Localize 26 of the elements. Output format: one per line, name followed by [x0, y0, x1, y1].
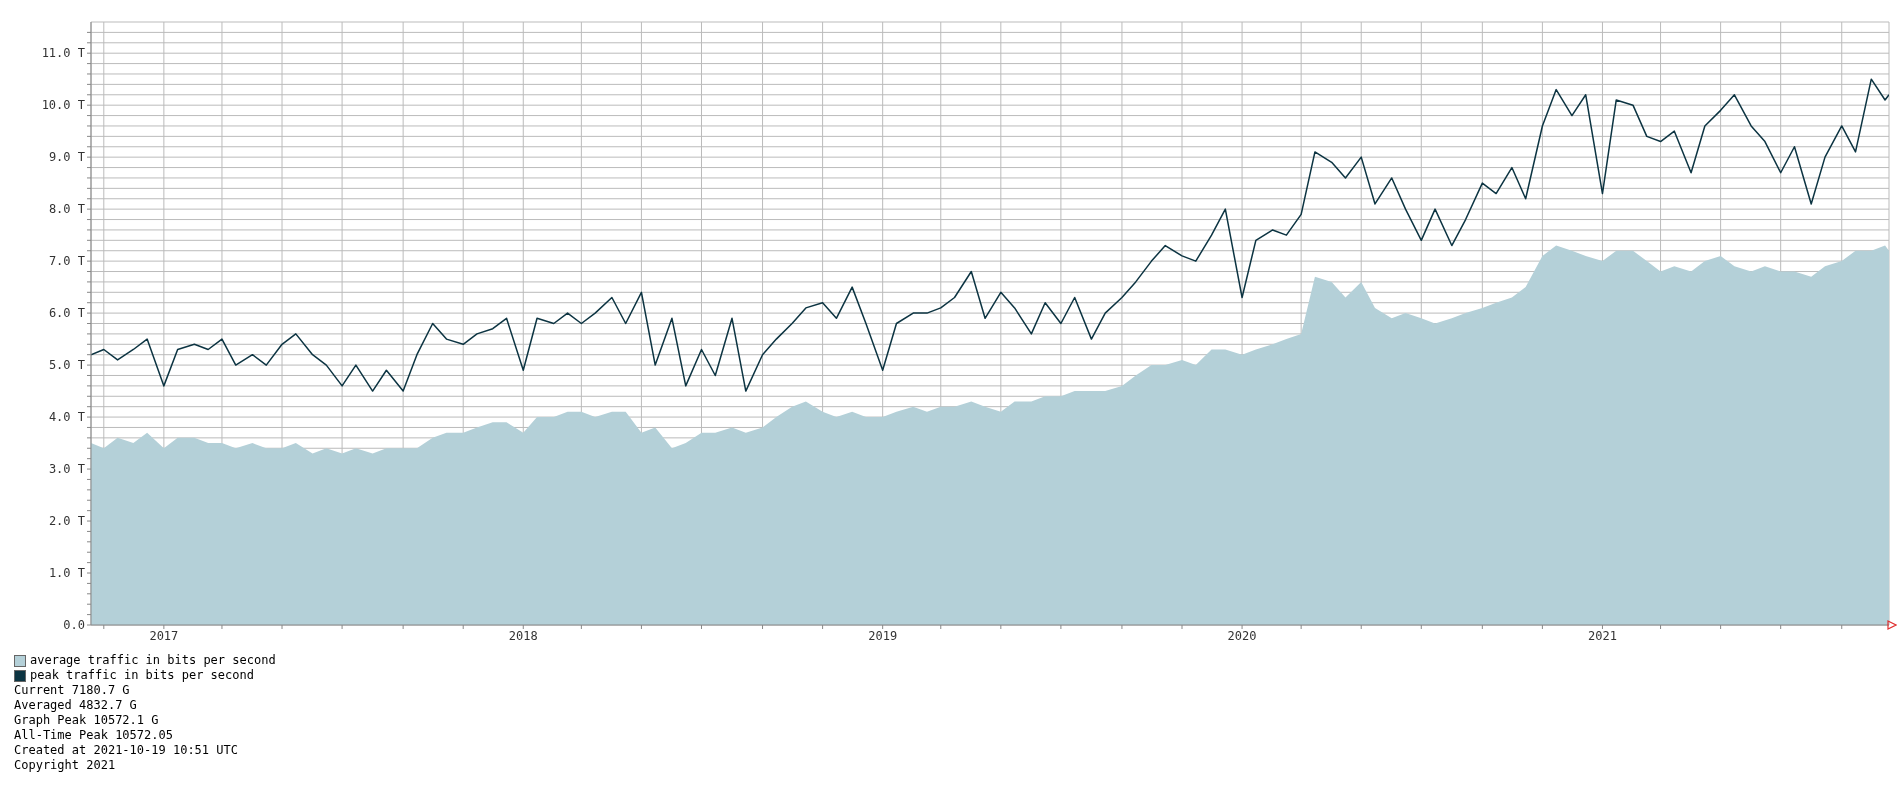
- legend-label: peak traffic in bits per second: [30, 668, 254, 683]
- x-tick-label: 2020: [1227, 628, 1257, 643]
- text: Current 7180.7 G: [14, 683, 131, 698]
- text: Graph Peak 10572.1 G: [14, 713, 160, 728]
- text: Created at 2021-10-19 10:51 UTC: [14, 743, 239, 758]
- y-tick-label: 4.0 T: [48, 410, 85, 425]
- y-tick-label: 3.0 T: [48, 462, 85, 477]
- y-tick-label: 1.0 T: [48, 566, 85, 581]
- x-tick-label: 2018: [508, 628, 538, 643]
- x-tick-label: 2017: [149, 628, 179, 643]
- x-tick-label: 2021: [1588, 628, 1617, 643]
- y-tick-label: 7.0 T: [48, 254, 85, 269]
- text: All-Time Peak 10572.05: [14, 728, 174, 743]
- x-tick-label: 2019: [868, 628, 898, 643]
- line-series: [91, 78, 1889, 392]
- legend-label: average traffic in bits per second: [30, 653, 276, 668]
- y-tick-label: 9.0 T: [48, 150, 85, 165]
- y-tick-label: 5.0 T: [48, 358, 85, 373]
- text: Averaged 4832.7 G: [14, 698, 138, 713]
- y-tick-label: 6.0 T: [48, 306, 85, 321]
- y-tick-label: 0.0: [63, 618, 85, 633]
- text: Copyright 2021: [14, 758, 117, 773]
- y-tick-label: 10.0 T: [41, 98, 85, 113]
- y-tick-label: 8.0 T: [48, 202, 85, 217]
- y-tick-label: 11.0 T: [41, 46, 85, 61]
- y-tick-label: 2.0 T: [48, 514, 85, 529]
